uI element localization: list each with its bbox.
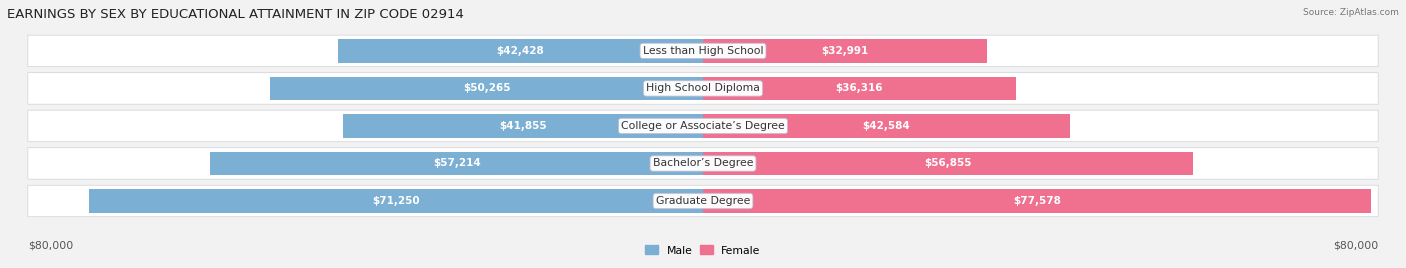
Text: $36,316: $36,316 bbox=[835, 83, 883, 94]
Text: $77,578: $77,578 bbox=[1014, 196, 1062, 206]
Text: $50,265: $50,265 bbox=[463, 83, 510, 94]
Bar bbox=[703, 39, 987, 62]
Bar bbox=[703, 189, 1371, 213]
Bar bbox=[270, 77, 703, 100]
Text: $42,584: $42,584 bbox=[862, 121, 910, 131]
Text: High School Diploma: High School Diploma bbox=[647, 83, 759, 94]
Text: Less than High School: Less than High School bbox=[643, 46, 763, 56]
FancyBboxPatch shape bbox=[28, 185, 1378, 217]
Text: Bachelor’s Degree: Bachelor’s Degree bbox=[652, 158, 754, 169]
Text: EARNINGS BY SEX BY EDUCATIONAL ATTAINMENT IN ZIP CODE 02914: EARNINGS BY SEX BY EDUCATIONAL ATTAINMEN… bbox=[7, 8, 464, 21]
Text: $32,991: $32,991 bbox=[821, 46, 869, 56]
FancyBboxPatch shape bbox=[28, 35, 1378, 67]
Bar bbox=[337, 39, 703, 62]
Text: Source: ZipAtlas.com: Source: ZipAtlas.com bbox=[1303, 8, 1399, 17]
Text: $57,214: $57,214 bbox=[433, 158, 481, 169]
Bar bbox=[343, 114, 703, 137]
Text: $71,250: $71,250 bbox=[373, 196, 420, 206]
Text: $80,000: $80,000 bbox=[28, 240, 73, 250]
Text: $42,428: $42,428 bbox=[496, 46, 544, 56]
FancyBboxPatch shape bbox=[28, 110, 1378, 142]
FancyBboxPatch shape bbox=[28, 148, 1378, 179]
Legend: Male, Female: Male, Female bbox=[645, 245, 761, 256]
FancyBboxPatch shape bbox=[28, 73, 1378, 104]
Text: $41,855: $41,855 bbox=[499, 121, 547, 131]
Text: College or Associate’s Degree: College or Associate’s Degree bbox=[621, 121, 785, 131]
Text: $56,855: $56,855 bbox=[924, 158, 972, 169]
Bar bbox=[703, 77, 1015, 100]
Text: Graduate Degree: Graduate Degree bbox=[655, 196, 751, 206]
Bar bbox=[211, 152, 703, 175]
Bar bbox=[90, 189, 703, 213]
Bar bbox=[703, 152, 1192, 175]
Bar bbox=[703, 114, 1070, 137]
Text: $80,000: $80,000 bbox=[1333, 240, 1378, 250]
